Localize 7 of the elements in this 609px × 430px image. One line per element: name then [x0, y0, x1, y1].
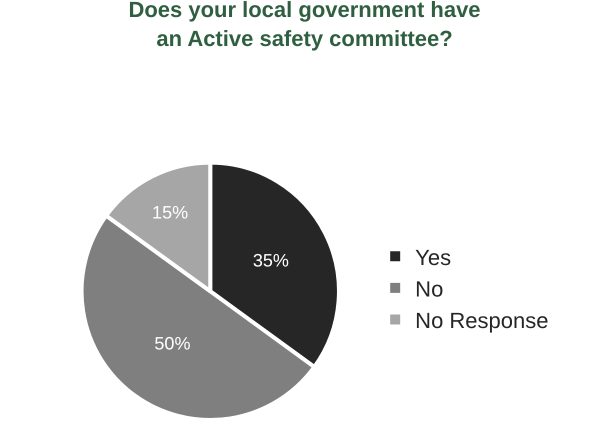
chart-title: Does your local government have an Active safety committee?	[128, 0, 481, 51]
data-label: 35%	[252, 250, 289, 270]
legend-label: Yes	[415, 244, 452, 270]
legend-label: No	[415, 276, 444, 302]
data-label: 15%	[152, 202, 188, 222]
legend-label: No Response	[415, 308, 548, 334]
data-label: 50%	[154, 333, 190, 354]
